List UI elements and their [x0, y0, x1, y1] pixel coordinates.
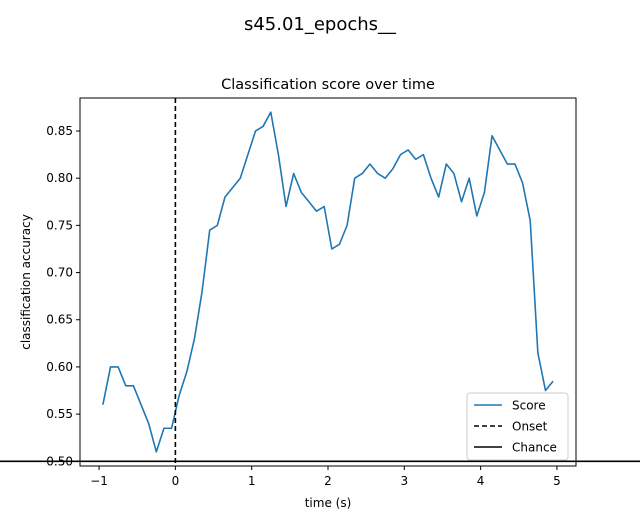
y-axis-ticks: 0.500.550.600.650.700.750.800.85 — [46, 124, 80, 468]
legend-label-chance: Chance — [512, 441, 557, 455]
legend-label-onset: Onset — [512, 420, 548, 434]
x-axis-label: time (s) — [305, 496, 352, 510]
y-tick-label: 0.85 — [46, 124, 73, 138]
legend-frame — [466, 392, 569, 461]
legend-items: Score Onset Chance — [474, 399, 557, 455]
x-axis-ticks: −1 0 1 2 3 4 5 — [90, 466, 561, 488]
x-tick-label: 4 — [477, 474, 485, 488]
y-axis-label: classification accuracy — [19, 214, 33, 350]
x-tick-label: 3 — [400, 474, 408, 488]
y-tick-label: 0.55 — [46, 407, 73, 421]
score-line — [102, 111, 554, 453]
y-tick-label: 0.65 — [46, 313, 73, 327]
y-tick-label: 0.80 — [46, 171, 73, 185]
chart-title: Classification score over time — [221, 77, 435, 93]
x-tick-label: −1 — [90, 474, 108, 488]
x-tick-label: 5 — [553, 474, 561, 488]
x-tick-label: 0 — [172, 474, 180, 488]
legend: Score Onset Chance — [466, 392, 569, 461]
y-tick-label: 0.60 — [46, 360, 73, 374]
x-tick-label: 2 — [324, 474, 332, 488]
figure-suptitle: s45.01_epochs__ — [244, 14, 397, 35]
series-layer — [102, 98, 554, 466]
x-tick-label: 1 — [248, 474, 256, 488]
y-tick-label: 0.75 — [46, 218, 73, 232]
y-tick-label: 0.70 — [46, 266, 73, 280]
legend-label-score: Score — [512, 399, 546, 413]
